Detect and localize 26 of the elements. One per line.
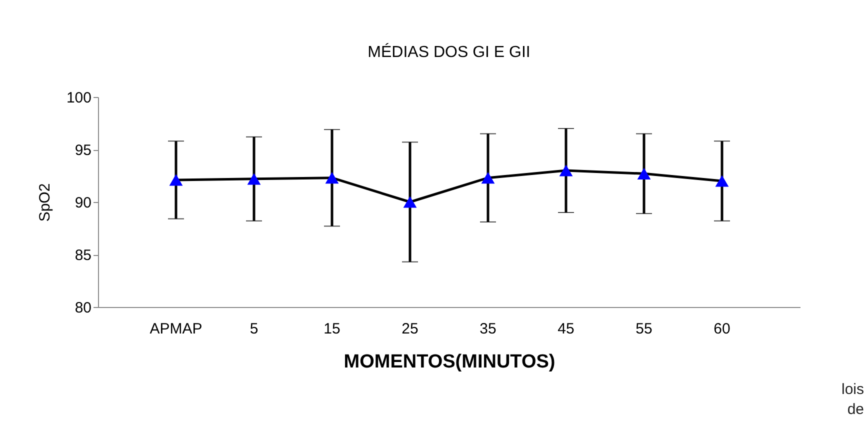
point	[169, 174, 183, 186]
y-tick-label: 85	[74, 247, 92, 264]
text: lois	[841, 380, 864, 400]
x-tick-label: 25	[402, 320, 418, 338]
x-tick-label: 5	[250, 320, 258, 338]
point	[247, 173, 261, 185]
x-tick-label: 45	[558, 320, 574, 338]
point	[715, 175, 729, 187]
x-tick-label: 60	[714, 320, 730, 338]
point	[559, 164, 573, 176]
y-tick-label: 95	[74, 142, 92, 159]
text: de	[846, 400, 864, 420]
y-tick-label: 90	[74, 194, 92, 212]
x-axis-title: MOMENTOS(MINUTOS)	[344, 352, 556, 372]
x-tick-label: APMAP	[150, 320, 202, 338]
y-axis-title: SpO2	[36, 183, 54, 222]
y-tick-label: 100	[66, 90, 92, 106]
x-tick-label: 35	[480, 320, 496, 338]
chart-title: MÉDIAS DOS GI E GII	[368, 43, 530, 61]
point	[403, 196, 417, 208]
x-tick-label: 55	[636, 320, 652, 338]
y-tick-label: 80	[74, 300, 92, 316]
point	[481, 172, 495, 184]
x-tick-label: 15	[324, 320, 340, 338]
point	[325, 172, 339, 184]
point	[637, 168, 651, 180]
